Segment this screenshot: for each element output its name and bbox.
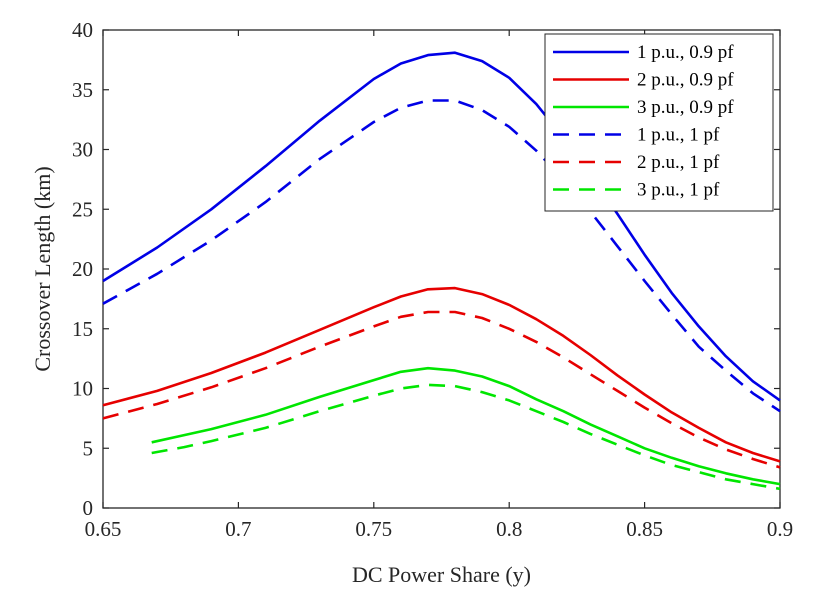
series-layer xyxy=(102,51,781,491)
series-line-5 xyxy=(102,310,781,469)
y-tick-label: 5 xyxy=(83,436,94,460)
ticks-layer: 0.65 0.7 0.75 0.8 0.85 0.9 0 5 10 15 20 25 30 35 40 xyxy=(72,18,793,541)
legend-box xyxy=(544,33,774,212)
legend-label-1: 1 p.u., 0.9 pf xyxy=(637,42,734,63)
y-tick-label: 10 xyxy=(72,377,93,401)
x-tick-label: 0.75 xyxy=(355,517,392,541)
x-tick-label: 0.85 xyxy=(626,517,663,541)
y-tick-label: 0 xyxy=(83,496,94,520)
series-line-1 xyxy=(102,51,781,402)
series-line-3 xyxy=(151,366,781,486)
legend-label-6: 3 p.u., 1 pf xyxy=(637,180,720,201)
y-tick-label: 15 xyxy=(72,317,93,341)
y-tick-label: 40 xyxy=(72,18,93,42)
y-tick-label: 30 xyxy=(72,138,93,162)
series-line-4 xyxy=(102,99,781,413)
series-line-6 xyxy=(151,383,781,491)
x-tick-label: 0.8 xyxy=(496,517,522,541)
plot-area: 0.65 0.7 0.75 0.8 0.85 0.9 0 5 10 15 20 25 30 35 40 xyxy=(72,18,793,541)
x-tick-label: 0.65 xyxy=(85,517,122,541)
legend-label-2: 2 p.u., 0.9 pf xyxy=(637,70,734,91)
x-tick-label: 0.9 xyxy=(767,517,793,541)
y-tick-label: 25 xyxy=(72,197,93,221)
x-axis-label: DC Power Share (y) xyxy=(352,562,531,587)
x-tick-label: 0.7 xyxy=(225,517,251,541)
y-tick-label: 35 xyxy=(72,78,93,102)
legend-label-5: 2 p.u., 1 pf xyxy=(637,152,720,173)
legend: 1 p.u., 0.9 pf 2 p.u., 0.9 pf 3 p.u., 0.9 … xyxy=(544,33,774,212)
legend-label-4: 1 p.u., 1 pf xyxy=(637,125,720,146)
y-tick-label: 20 xyxy=(72,257,93,281)
y-axis-label: Crossover Length (km) xyxy=(30,166,55,371)
legend-label-3: 3 p.u., 0.9 pf xyxy=(637,97,734,118)
series-line-2 xyxy=(102,286,781,463)
